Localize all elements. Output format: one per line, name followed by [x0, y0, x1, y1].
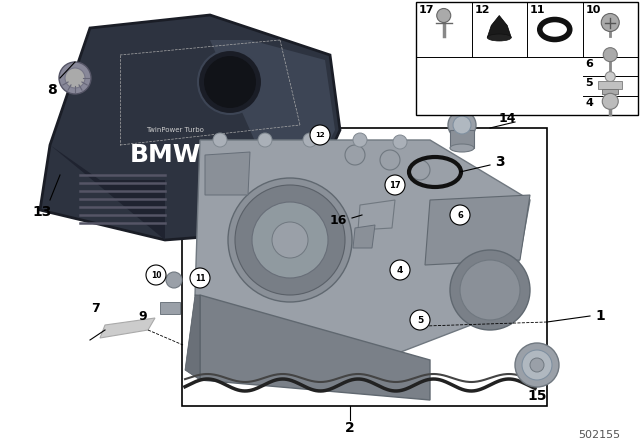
Text: 5: 5	[586, 78, 593, 88]
Polygon shape	[100, 318, 155, 338]
Bar	[182, 128, 547, 406]
Text: 14: 14	[499, 112, 516, 125]
Text: 12: 12	[315, 132, 325, 138]
Circle shape	[450, 250, 530, 330]
Circle shape	[390, 260, 410, 280]
Polygon shape	[353, 225, 375, 248]
Circle shape	[515, 343, 559, 387]
Ellipse shape	[487, 34, 511, 41]
Text: 3: 3	[495, 155, 505, 169]
Circle shape	[380, 150, 400, 170]
Bar	[416, 2, 638, 115]
Polygon shape	[40, 15, 340, 240]
Circle shape	[393, 135, 407, 149]
Text: 15: 15	[527, 389, 547, 403]
Circle shape	[228, 178, 352, 302]
Circle shape	[204, 56, 256, 108]
Circle shape	[448, 111, 476, 139]
Circle shape	[59, 62, 91, 94]
Text: TwinPower Turbo: TwinPower Turbo	[146, 127, 204, 133]
Circle shape	[213, 133, 227, 147]
Circle shape	[65, 68, 85, 88]
Circle shape	[601, 13, 620, 31]
Text: 502155: 502155	[578, 430, 620, 440]
Text: 2: 2	[345, 421, 355, 435]
Circle shape	[410, 310, 430, 330]
Text: 11: 11	[195, 273, 205, 283]
Text: 8: 8	[47, 83, 57, 97]
Text: 4: 4	[586, 98, 593, 108]
Polygon shape	[185, 295, 200, 380]
Polygon shape	[200, 295, 430, 400]
Circle shape	[190, 268, 210, 288]
Circle shape	[258, 133, 272, 147]
Circle shape	[146, 265, 166, 285]
Text: 16: 16	[330, 214, 347, 227]
Circle shape	[436, 9, 451, 22]
Circle shape	[530, 358, 544, 372]
Circle shape	[353, 133, 367, 147]
Text: BMW: BMW	[129, 143, 201, 167]
Circle shape	[460, 260, 520, 320]
Bar	[450, 130, 474, 148]
Text: 4: 4	[397, 266, 403, 275]
Text: 6: 6	[457, 211, 463, 220]
Circle shape	[166, 272, 182, 288]
Text: 6: 6	[586, 59, 593, 69]
Circle shape	[450, 205, 470, 225]
Polygon shape	[195, 140, 530, 360]
Bar	[598, 81, 622, 89]
Circle shape	[385, 175, 405, 195]
Text: 10: 10	[151, 271, 161, 280]
Polygon shape	[425, 195, 530, 265]
Text: 10: 10	[586, 5, 601, 15]
Text: 17: 17	[389, 181, 401, 190]
Text: 11: 11	[530, 5, 545, 15]
Bar	[602, 89, 618, 94]
Circle shape	[605, 72, 615, 82]
Circle shape	[410, 160, 430, 180]
Ellipse shape	[450, 144, 474, 152]
Circle shape	[272, 222, 308, 258]
Text: 1: 1	[595, 309, 605, 323]
Circle shape	[604, 47, 617, 62]
Ellipse shape	[540, 20, 570, 39]
Circle shape	[453, 116, 471, 134]
Circle shape	[198, 50, 262, 114]
Circle shape	[252, 202, 328, 278]
Text: 9: 9	[139, 310, 147, 323]
Text: 13: 13	[32, 205, 52, 219]
Polygon shape	[210, 40, 335, 220]
Bar	[160, 302, 180, 314]
Circle shape	[310, 125, 330, 145]
Polygon shape	[50, 145, 165, 240]
Circle shape	[602, 93, 618, 109]
Text: 17: 17	[419, 5, 435, 15]
Polygon shape	[358, 200, 395, 230]
Text: 5: 5	[417, 315, 423, 324]
Polygon shape	[487, 16, 511, 38]
Text: 12: 12	[474, 5, 490, 15]
Circle shape	[345, 145, 365, 165]
Circle shape	[522, 350, 552, 380]
Circle shape	[235, 185, 345, 295]
Text: 7: 7	[91, 302, 99, 314]
Polygon shape	[205, 152, 250, 195]
Circle shape	[303, 133, 317, 147]
